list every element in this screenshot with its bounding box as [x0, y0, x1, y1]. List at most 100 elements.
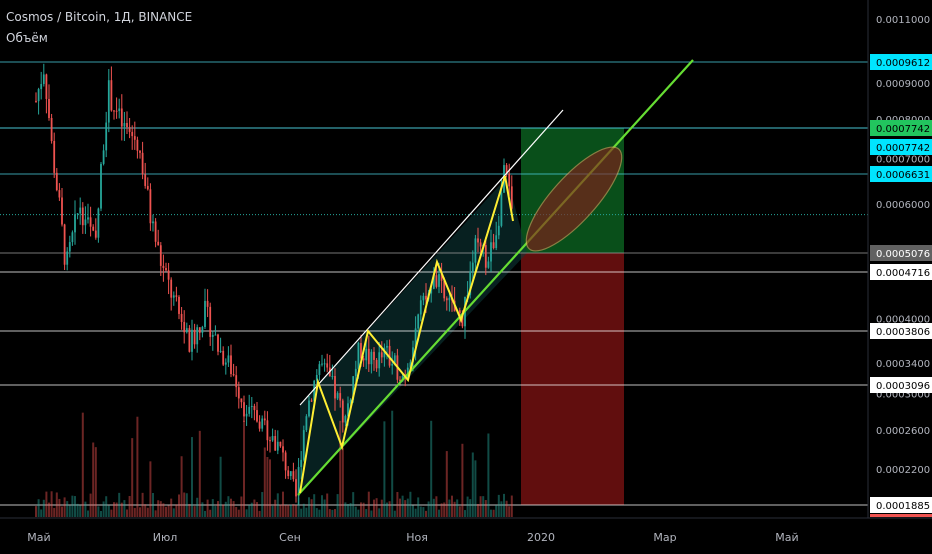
- volume-bar: [458, 506, 461, 517]
- candle-body: [139, 150, 141, 153]
- candle-body: [152, 221, 154, 224]
- candle-body: [310, 400, 313, 402]
- candle-body: [495, 235, 498, 249]
- candle-body: [435, 275, 438, 287]
- volume-bar: [391, 410, 394, 517]
- candle-body: [188, 328, 191, 352]
- price-badge[interactable]: 0.0004716: [870, 264, 932, 280]
- volume-bar: [508, 506, 511, 517]
- volume-bar: [126, 509, 128, 517]
- price-badge[interactable]: 0.0007742: [870, 139, 932, 155]
- candle-body: [432, 275, 435, 289]
- candle-body: [331, 376, 334, 378]
- volume-bar: [165, 506, 167, 517]
- candle-body: [370, 351, 373, 365]
- volume-bar: [167, 505, 170, 517]
- trend-line[interactable]: [297, 59, 694, 496]
- volume-bar: [471, 452, 474, 517]
- volume-bar: [269, 459, 271, 517]
- candle-body: [227, 355, 230, 363]
- y-tick-label: 0.0003000: [876, 390, 930, 401]
- volume-bar: [292, 504, 295, 517]
- volume-bar: [425, 510, 427, 517]
- volume-bar: [240, 496, 243, 517]
- price-badge[interactable]: 0.0009612: [870, 54, 932, 70]
- channel-upper-line[interactable]: [299, 109, 564, 406]
- candle-body: [136, 139, 139, 151]
- volume-bar: [435, 496, 438, 517]
- candle-body: [458, 310, 461, 314]
- volume-bar: [393, 510, 396, 517]
- volume-bar: [55, 492, 58, 517]
- candle-body: [131, 131, 134, 137]
- price-badge-label: 0.0003806: [876, 327, 930, 338]
- volume-bar: [92, 442, 95, 517]
- candle-body: [510, 186, 513, 209]
- candle-body: [487, 261, 490, 268]
- price-axis: 0.00110000.00090000.00080000.00070000.00…: [867, 0, 932, 550]
- candle-body: [146, 185, 149, 190]
- candle-body: [191, 329, 193, 352]
- volume-bar: [339, 420, 342, 517]
- volume-bar: [399, 498, 401, 517]
- candle-body: [94, 230, 97, 238]
- volume-bar: [141, 492, 144, 517]
- x-tick-label: Ноя: [406, 531, 428, 544]
- price-badge-label: 0.0007742: [876, 143, 930, 154]
- price-badge-label: 0.0005076: [876, 249, 930, 260]
- volume-bar: [133, 507, 136, 517]
- volume-bar: [271, 505, 274, 517]
- candle-body: [490, 242, 492, 262]
- candle-body: [386, 345, 388, 348]
- candle-body: [321, 363, 323, 365]
- volume-bar: [492, 509, 495, 517]
- price-badge[interactable]: 0.0001885: [870, 497, 932, 513]
- volume-bar: [362, 502, 365, 517]
- volume-bar: [68, 505, 71, 517]
- volume-bar: [427, 501, 430, 517]
- price-badge[interactable]: 0.0003096: [870, 377, 932, 393]
- volume-bar: [224, 501, 227, 517]
- candle-body: [178, 296, 180, 314]
- price-badge[interactable]: 0.0007742: [870, 120, 932, 136]
- volume-bar: [344, 502, 347, 517]
- volume-bar: [230, 498, 232, 517]
- candle-body: [217, 334, 219, 352]
- volume-bar: [178, 494, 180, 517]
- volume-bar: [378, 508, 381, 517]
- volume-bar: [401, 495, 404, 517]
- volume-bar: [211, 499, 214, 517]
- price-badge[interactable]: 0.0005076: [870, 245, 932, 261]
- volume-bar: [479, 496, 482, 517]
- candle-body: [37, 89, 40, 102]
- x-tick-label: Июл: [153, 531, 178, 544]
- volume-bar: [289, 504, 292, 517]
- target-ellipse[interactable]: [513, 134, 635, 263]
- volume-bar: [204, 510, 206, 517]
- candle-body: [357, 343, 360, 369]
- volume-bar: [237, 509, 240, 517]
- volume-bar: [136, 416, 139, 517]
- price-badge-bg: [870, 166, 932, 182]
- candle-body: [235, 375, 238, 388]
- zigzag-pattern[interactable]: [299, 175, 514, 494]
- price-badge[interactable]: 0.0003806: [870, 323, 932, 339]
- volume-bar: [443, 502, 446, 517]
- candle-body: [362, 358, 365, 361]
- candle-body: [323, 363, 326, 365]
- candle-body: [438, 274, 440, 287]
- volume-bar: [63, 497, 66, 517]
- candle-body: [100, 163, 102, 209]
- candle-body: [349, 399, 352, 404]
- volume-bar: [245, 509, 248, 517]
- price-badge[interactable]: 0.0006631: [870, 166, 932, 182]
- price-badge-label: 0.0001885: [876, 501, 930, 512]
- candle-body: [341, 400, 344, 423]
- candle-body: [354, 368, 357, 377]
- candle-body: [240, 398, 243, 403]
- candle-body: [162, 265, 165, 268]
- price-badge-label: 0.0009612: [876, 58, 930, 69]
- volume-bar: [144, 504, 147, 517]
- volume-bar: [466, 496, 469, 517]
- volume-bar: [328, 509, 331, 517]
